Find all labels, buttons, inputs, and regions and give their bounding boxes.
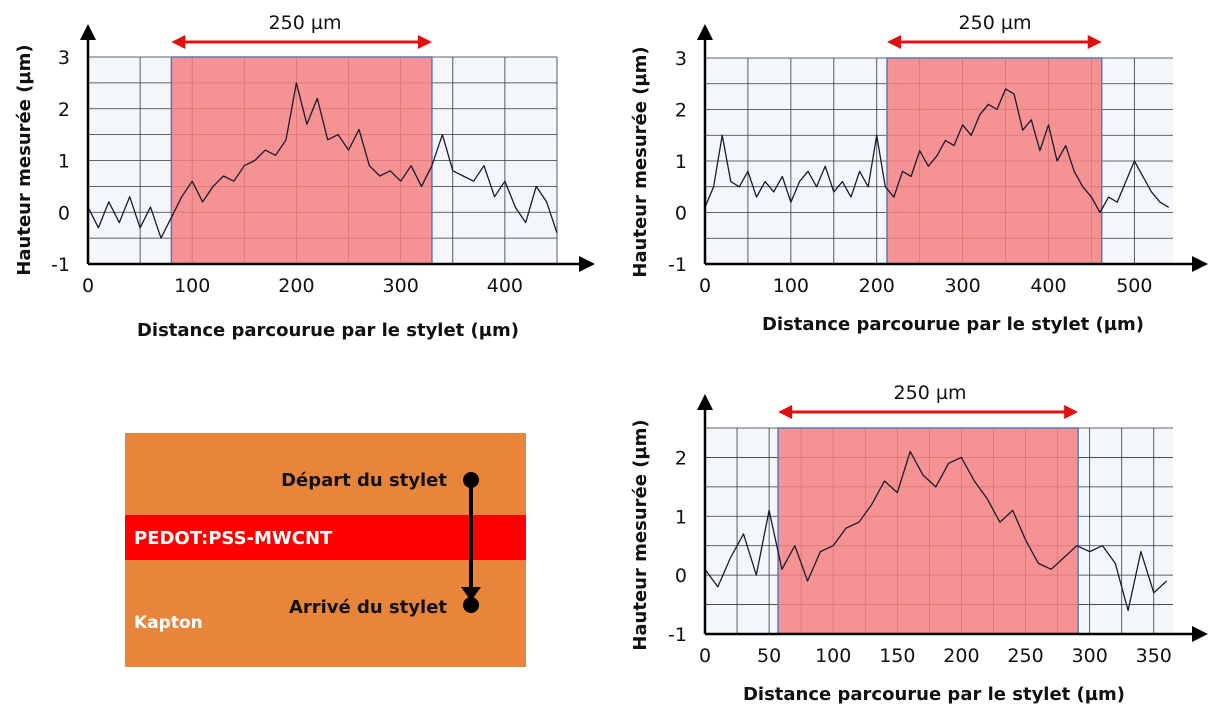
x-tick-label: 0 [82,275,94,297]
x-tick-label: 50 [757,645,781,667]
x-axis-label: Distance parcourue par le stylet (µm) [137,320,519,341]
highlight-region [886,35,1103,265]
y-tick-label: 2 [675,447,687,469]
y-axis-arrow [697,394,713,410]
y-tick-label: -1 [51,254,70,276]
y-tick-label: 0 [675,565,687,587]
highlight-region [170,35,433,265]
x-tick-label: 0 [699,645,711,667]
height-profile-chart-3: 0 50 100 150 200 250 300 350 -1 0 1 2 Hauteur mesur… [630,382,1208,705]
profile-polyline [704,450,1168,612]
end-label: Arrivé du stylet [289,597,447,618]
y-axis-arrow [80,24,96,40]
highlight-rect [777,427,1079,635]
x-tick-label: 500 [1116,275,1152,297]
highlight-rect [170,56,433,265]
x-tick-label: 300 [944,275,980,297]
substrate-label: Kapton [134,613,203,633]
end-point [463,597,479,613]
y-axis-label: Hauteur mesurée (µm) [630,419,651,650]
x-tick-label: 200 [278,275,314,297]
stylet-arrow-head [461,587,481,601]
height-profile-chart-2: 0 100 200 300 400 500 -1 0 1 2 3 Hauteur mesurée (… [630,12,1208,335]
x-tick-label: 150 [879,645,915,667]
y-axis-label: Hauteur mesurée (µm) [630,46,651,277]
height-profile-chart-1: 0 100 200 300 400 -1 0 1 2 3 Hauteur mesurée (µm)… [14,12,595,341]
y-tick-label: 1 [675,151,687,173]
span-arrow-right [417,35,432,49]
y-tick-label: 0 [58,202,70,224]
highlight-rect [886,57,1103,265]
y-tick-label: -1 [668,624,687,646]
x-tick-label: 300 [1072,645,1108,667]
span-arrow-left [171,35,186,49]
tick-labels: 0 50 100 150 200 250 300 350 -1 0 1 2 [668,447,1172,667]
y-tick-label: 0 [675,203,687,225]
x-tick-label: 200 [943,645,979,667]
tick-labels: 0 100 200 300 400 -1 0 1 2 3 [51,47,523,297]
x-axis-label: Distance parcourue par le stylet (µm) [743,684,1125,705]
x-tick-label: 350 [1136,645,1172,667]
span-annotation: 250 µm [894,382,967,404]
tick-labels: 0 100 200 300 400 500 -1 0 1 2 3 [668,48,1152,297]
stylet-path-schematic: Départ du stylet Arrivé du stylet PEDOT:… [125,433,526,667]
x-axis-arrow [1192,256,1208,272]
profile-line [87,82,558,239]
span-annotation: 250 µm [269,12,342,34]
x-tick-label: 100 [815,645,851,667]
axes [697,24,1208,272]
y-axis-arrow [697,24,713,40]
x-tick-label: 100 [773,275,809,297]
y-tick-label: 3 [675,48,687,70]
pedot-strip [125,515,526,560]
x-tick-label: 100 [174,275,210,297]
y-tick-label: 2 [675,100,687,122]
y-tick-label: 1 [675,506,687,528]
x-axis-arrow [579,256,595,272]
y-axis-label: Hauteur mesurée (µm) [14,44,35,275]
x-tick-label: 400 [487,275,523,297]
x-tick-label: 200 [859,275,895,297]
y-tick-label: 3 [58,47,70,69]
x-axis-label: Distance parcourue par le stylet (µm) [762,314,1144,335]
span-arrow-left [887,35,902,49]
x-axis-arrow [1192,626,1208,642]
y-tick-label: 2 [58,99,70,121]
y-tick-label: -1 [668,254,687,276]
span-arrow-right [1064,405,1079,419]
profile-line [704,88,1170,214]
axes [697,394,1208,642]
profile-line [704,450,1168,612]
profile-polyline [87,82,558,239]
y-tick-label: 1 [58,151,70,173]
start-point [463,472,479,488]
strip-label: PEDOT:PSS-MWCNT [134,528,333,549]
span-arrow-left [778,405,793,419]
x-tick-label: 250 [1007,645,1043,667]
start-label: Départ du stylet [281,470,447,491]
x-tick-label: 300 [383,275,419,297]
profile-polyline [704,88,1170,214]
highlight-region [777,405,1079,635]
span-annotation: 250 µm [959,12,1032,34]
x-tick-label: 400 [1030,275,1066,297]
span-arrow-right [1087,35,1102,49]
x-tick-label: 0 [699,275,711,297]
axes [80,24,595,272]
